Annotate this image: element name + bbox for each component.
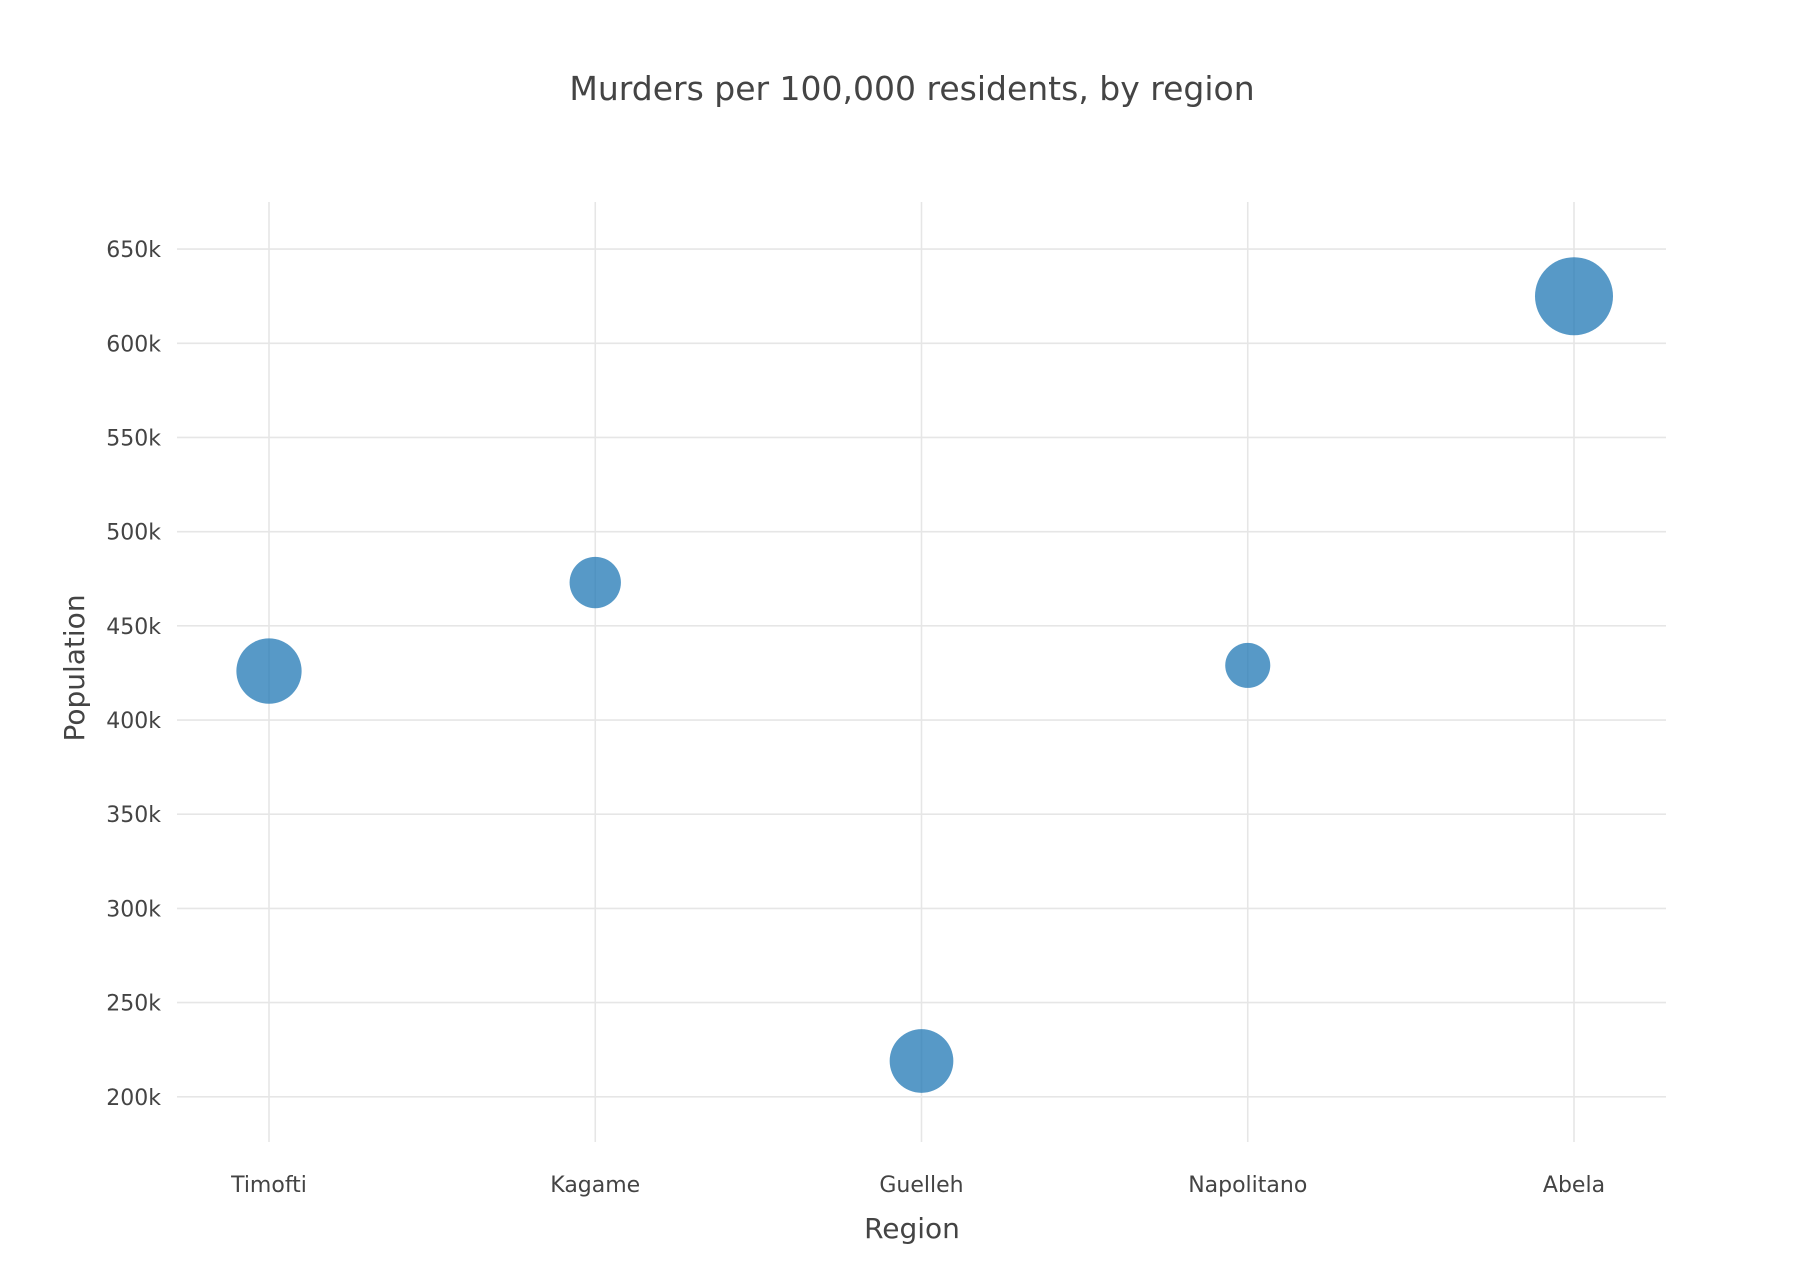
bubble-point[interactable] [889,1029,954,1093]
y-tick-label: 350k [106,803,161,828]
y-axis-ticks: 200k 250k 300k 350k 400k 450k 500k 550k 600k 650k [106,238,161,1111]
y-tick-label: 450k [106,615,161,640]
bubble-point[interactable] [1535,257,1613,336]
y-tick-label: 300k [106,897,161,922]
x-tick-label: Kagame [550,1173,640,1198]
x-tick-label: Guelleh [879,1173,963,1198]
grid-layer [177,202,1666,1142]
y-tick-label: 250k [106,992,161,1017]
bubble-point[interactable] [1225,642,1271,688]
y-tick-label: 650k [106,238,161,263]
y-tick-label: 200k [106,1086,161,1111]
x-axis-title: Region [864,1212,960,1245]
y-tick-label: 600k [106,332,161,357]
x-axis-ticks: Timofti Kagame Guelleh Napolitano Abela [230,1173,1605,1198]
x-tick-label: Napolitano [1188,1173,1307,1198]
marks-layer [236,257,1613,1093]
y-axis-title: Population [58,594,91,741]
chart-title: Murders per 100,000 residents, by region [569,69,1254,108]
bubble-point[interactable] [569,556,621,609]
y-tick-label: 400k [106,709,161,734]
x-tick-label: Abela [1543,1173,1605,1198]
y-tick-label: 500k [106,521,161,546]
x-tick-label: Timofti [230,1173,307,1198]
bubble-point[interactable] [236,638,302,704]
y-tick-label: 550k [106,426,161,451]
